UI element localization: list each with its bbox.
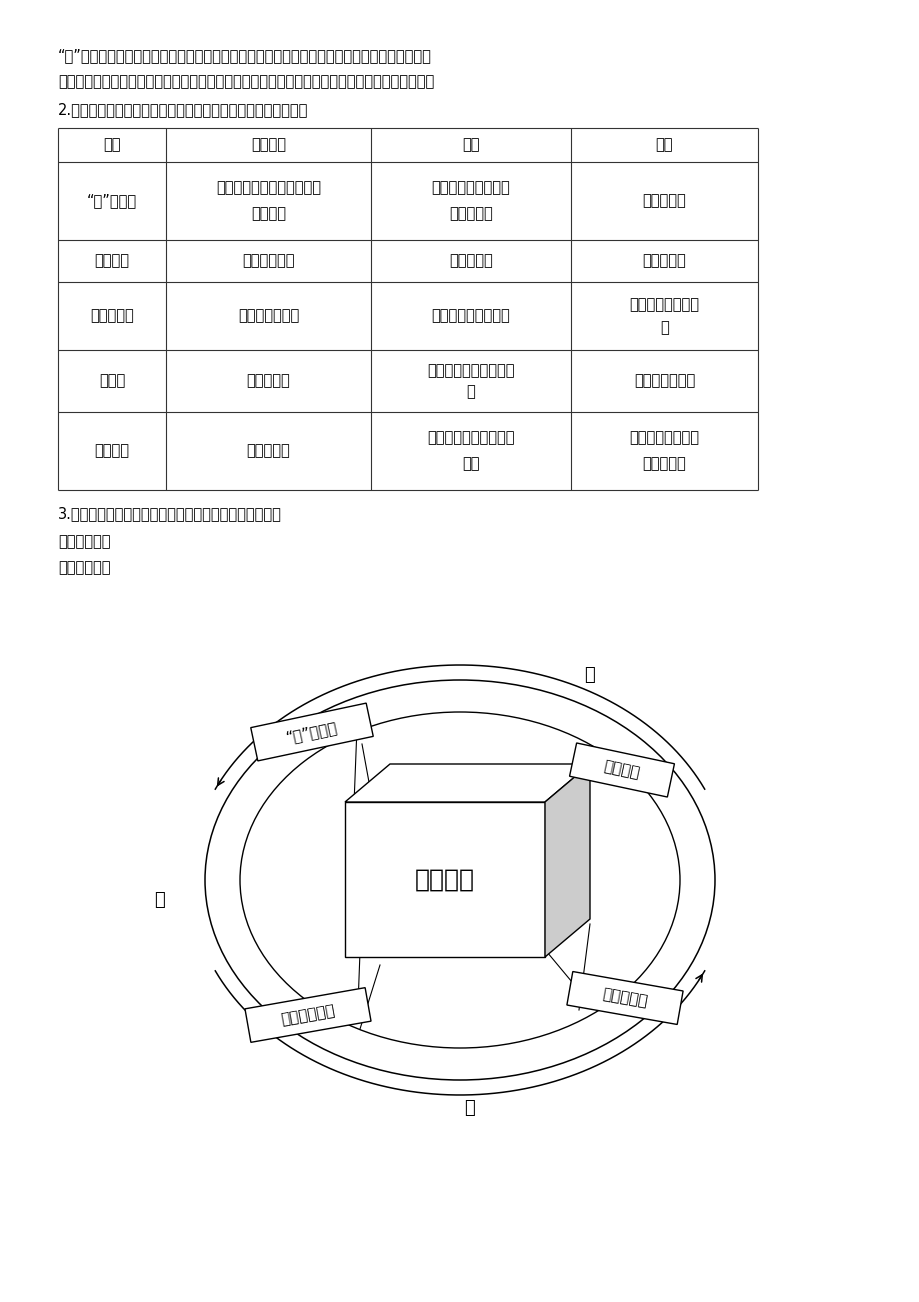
Text: 前一天晚上: 前一天晚上 [642, 254, 686, 268]
Text: 后: 后 [660, 320, 668, 335]
Text: 瑶族老人: 瑶族老人 [602, 759, 641, 781]
Polygon shape [566, 971, 683, 1025]
Text: 向哈尼小姑娘学习，: 向哈尼小姑娘学习， [431, 181, 510, 195]
Text: 解放军、梨花: 解放军、梨花 [279, 1003, 336, 1027]
Text: “我”和老余: “我”和老余 [285, 719, 339, 745]
Text: 人: 人 [466, 384, 475, 398]
Text: 瑶族老人: 瑶族老人 [95, 254, 130, 268]
Text: 前几年，姑姑出嫁: 前几年，姑姑出嫁 [629, 297, 698, 312]
Text: 七、布置作业: 七、布置作业 [58, 534, 110, 549]
Polygon shape [345, 802, 544, 957]
Text: 所做好事: 所做好事 [251, 138, 286, 152]
Text: 修葪小茗屋、给房顶加草、: 修葪小茗屋、给房顶加草、 [216, 181, 321, 195]
Text: 梨花姑娘: 梨花姑娘 [95, 444, 130, 458]
Text: 十多年前路过时: 十多年前路过时 [633, 374, 695, 388]
Text: “我”和老余（第三自然段）、守山护林的老人（第十二自然段）、瑶族老人（第十三自然段）、: “我”和老余（第三自然段）、守山护林的老人（第十二自然段）、瑶族老人（第十三自然… [58, 48, 431, 62]
Text: 向解放军学习，方便过: 向解放军学习，方便过 [426, 431, 515, 445]
Text: 哈尼小姑娘: 哈尼小姑娘 [601, 987, 648, 1009]
Text: 递: 递 [464, 1099, 475, 1117]
Text: 解放军: 解放军 [98, 374, 125, 388]
Text: 为群众着想: 为群众着想 [448, 207, 493, 221]
Text: 时间: 时间 [655, 138, 673, 152]
Text: 2.这些人都有什么故事呢？依据表格要求在文中找出相关内容。: 2.这些人都有什么故事呢？依据表格要求在文中找出相关内容。 [58, 102, 308, 117]
Text: 第二天早上: 第二天早上 [642, 194, 686, 208]
Polygon shape [544, 764, 589, 957]
Text: 抜排水沟: 抜排水沟 [251, 207, 286, 221]
Text: 八、板书设计: 八、板书设计 [58, 560, 110, 575]
Text: 专门送粮食来: 专门送粮食来 [242, 254, 294, 268]
Text: 目的: 目的 [461, 138, 479, 152]
Text: 常来照管小茗屋: 常来照管小茗屋 [238, 309, 299, 323]
Text: 爱: 爱 [154, 891, 165, 909]
Text: 方便过路人: 方便过路人 [448, 254, 493, 268]
Text: 人物: 人物 [103, 138, 120, 152]
Polygon shape [569, 743, 674, 797]
Text: 向雷锋学习，方便过路: 向雷锋学习，方便过路 [426, 363, 515, 378]
Text: 路人: 路人 [461, 457, 479, 471]
Text: 向解放军和姑姑学习: 向解放军和姑姑学习 [431, 309, 510, 323]
Polygon shape [251, 703, 373, 760]
Text: 传: 传 [584, 667, 595, 684]
Text: 照料小茗屋: 照料小茗屋 [246, 444, 290, 458]
Text: 哈尼小姑娘: 哈尼小姑娘 [90, 309, 134, 323]
Text: 建造小茗屋: 建造小茗屋 [246, 374, 290, 388]
Text: 解放军盖小茗屋后: 解放军盖小茗屋后 [629, 431, 698, 445]
Text: 一群哈尼小姑娘（第二十四自然段）、解放军战士（第三十二自然段）、梨花（第三十五自然段）: 一群哈尼小姑娘（第二十四自然段）、解放军战士（第三十二自然段）、梨花（第三十五自… [58, 74, 434, 89]
Text: 至她出嫁前: 至她出嫁前 [642, 457, 686, 471]
Polygon shape [244, 988, 370, 1043]
Text: “我”和老余: “我”和老余 [86, 194, 137, 208]
Text: 3.结合表格内容，说说他们有哪些值得我们学习的地方？: 3.结合表格内容，说说他们有哪些值得我们学习的地方？ [58, 506, 281, 521]
Text: 助人为乐: 助人为乐 [414, 867, 474, 892]
Polygon shape [345, 764, 589, 802]
